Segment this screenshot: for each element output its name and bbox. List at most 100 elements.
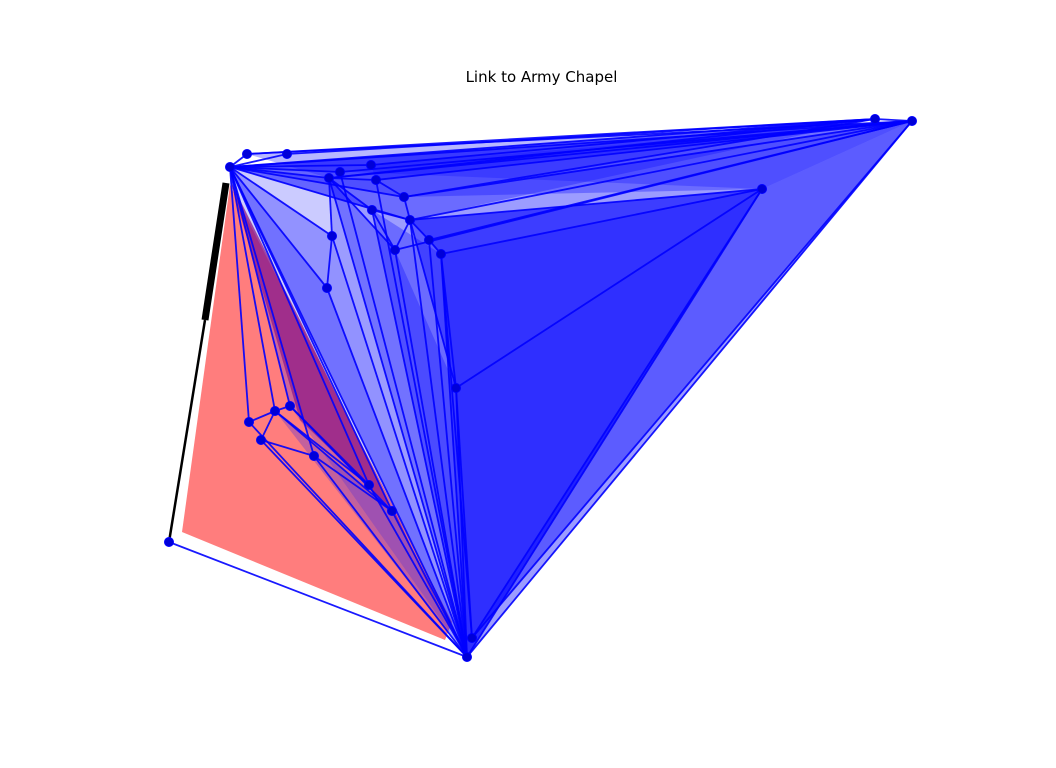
mesh-edge — [260, 439, 315, 457]
mesh-node — [256, 435, 266, 445]
mesh-edge — [428, 239, 468, 658]
mesh-edge — [371, 209, 396, 251]
mesh-fills — [182, 119, 912, 657]
mesh-edge — [368, 484, 468, 658]
mesh-nodes — [164, 114, 917, 662]
mesh-node — [322, 283, 332, 293]
mesh-face — [410, 189, 762, 254]
mesh-edge — [339, 171, 468, 658]
mesh-edge — [440, 253, 468, 658]
mesh-edge — [229, 166, 468, 658]
mesh-edge — [394, 219, 411, 251]
mesh-edge — [409, 219, 468, 658]
mesh-edge — [455, 387, 473, 639]
mesh-node — [757, 184, 767, 194]
mesh-edge — [286, 118, 876, 155]
mesh-edge — [289, 405, 393, 512]
page-title: Link to Army Chapel — [465, 68, 618, 86]
mesh-node — [324, 173, 334, 183]
mesh-node — [364, 480, 374, 490]
mesh-node — [270, 406, 280, 416]
mesh-edge — [331, 235, 468, 658]
mesh-node — [436, 249, 446, 259]
mesh-edge — [229, 166, 341, 173]
mesh-edge — [328, 177, 396, 251]
mesh-edge — [229, 166, 250, 423]
mesh-edge — [328, 177, 333, 237]
mesh-node — [366, 160, 376, 170]
mesh-edge — [370, 118, 876, 166]
mesh-edge — [403, 120, 913, 198]
mesh-edge — [229, 166, 330, 179]
mesh-edge — [229, 166, 315, 457]
mesh-edge — [328, 177, 377, 181]
mesh-edge — [229, 166, 291, 407]
mesh-edge — [440, 188, 763, 255]
mesh-node — [225, 162, 235, 172]
mesh-face — [275, 411, 467, 657]
mesh-edge — [375, 179, 468, 658]
mesh-node — [399, 192, 409, 202]
mesh-edge — [328, 177, 468, 658]
mesh-edge — [394, 249, 468, 658]
mesh-edge — [229, 166, 328, 289]
mesh-edge — [326, 235, 333, 289]
mesh-edge — [260, 439, 468, 658]
mesh-edge — [328, 177, 373, 211]
mesh-node — [309, 451, 319, 461]
mesh-node — [244, 417, 254, 427]
mesh-node — [164, 537, 174, 547]
mesh-node — [371, 175, 381, 185]
mesh-node — [907, 116, 917, 126]
mesh-node — [285, 401, 295, 411]
mesh-edge — [260, 410, 276, 441]
mesh-edge — [455, 387, 468, 658]
mesh-edge — [274, 410, 393, 512]
mesh-edge — [394, 120, 913, 251]
mesh-edge — [229, 166, 333, 237]
mesh-node — [405, 215, 415, 225]
mesh-edge — [326, 287, 468, 658]
mesh-node — [387, 506, 397, 516]
mesh-node — [327, 231, 337, 241]
mesh-edge — [229, 166, 276, 412]
mesh-edge — [409, 188, 763, 221]
mesh-node — [367, 205, 377, 215]
mesh-node — [870, 114, 880, 124]
mesh-edge — [229, 166, 405, 198]
mesh-edge — [371, 209, 468, 658]
mesh-edge — [455, 188, 763, 389]
mesh-edge — [466, 120, 913, 658]
mesh-edges — [168, 118, 913, 658]
mesh-node — [462, 652, 472, 662]
mesh-edge — [471, 188, 763, 639]
mesh-edge — [440, 253, 473, 639]
mesh-node — [282, 149, 292, 159]
link-bar — [201, 182, 230, 321]
mesh-node — [424, 235, 434, 245]
mesh-edge — [391, 510, 468, 658]
mesh-edge — [375, 120, 913, 181]
mesh-edge — [375, 179, 405, 198]
mesh-edge — [229, 120, 913, 168]
mesh-edge — [466, 188, 763, 658]
mesh-edge — [229, 153, 288, 168]
links — [167, 182, 230, 543]
mesh-edge — [229, 166, 411, 221]
link-line — [167, 319, 207, 543]
mesh-node — [390, 245, 400, 255]
mesh-edge — [328, 120, 913, 179]
mesh-edge — [409, 120, 913, 221]
mesh-edge — [471, 120, 913, 639]
mesh-node — [335, 167, 345, 177]
mesh-node — [242, 149, 252, 159]
mesh-edge — [328, 118, 876, 179]
mesh-edge — [403, 118, 876, 198]
mesh-node — [451, 383, 461, 393]
mesh-edge — [229, 164, 372, 168]
mesh-edge — [168, 541, 468, 658]
mesh-node — [467, 633, 477, 643]
mesh-edge — [229, 166, 370, 486]
mesh-edge — [313, 455, 468, 658]
